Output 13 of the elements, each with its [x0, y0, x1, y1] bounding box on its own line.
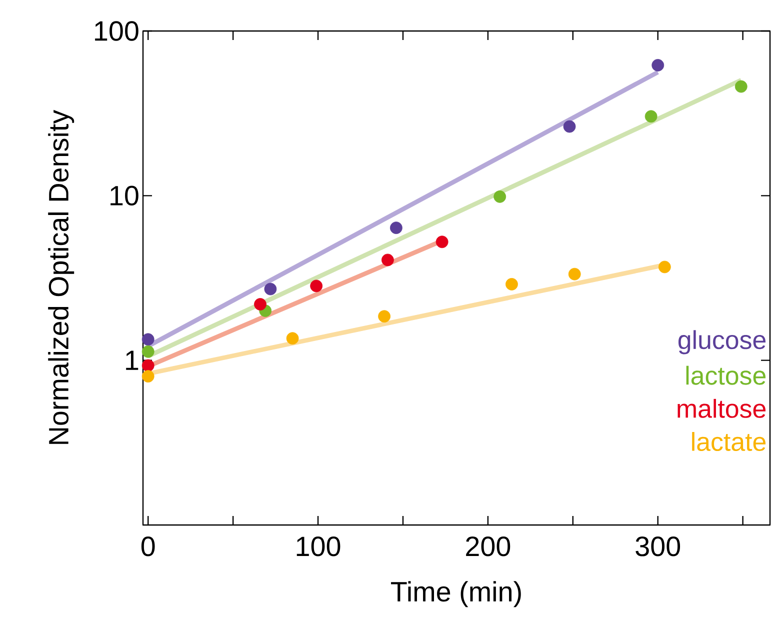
text: lactate	[692, 432, 766, 452]
y-tick-label: 10	[110, 186, 138, 206]
x-axis-title: Time (min)	[391, 581, 521, 608]
y-tick-label: 1	[126, 350, 138, 370]
x-tick-label: 0	[141, 536, 155, 556]
text: lactose	[686, 366, 766, 385]
text: glucose	[678, 330, 766, 354]
text: maltose	[678, 398, 766, 418]
y-tick-label: 100	[95, 21, 138, 41]
x-tick-label: 300	[636, 536, 680, 556]
x-tick-label: 100	[296, 536, 340, 556]
y-axis-title: Normalized Optical Density	[48, 110, 74, 444]
x-tick-label: 200	[466, 536, 510, 556]
